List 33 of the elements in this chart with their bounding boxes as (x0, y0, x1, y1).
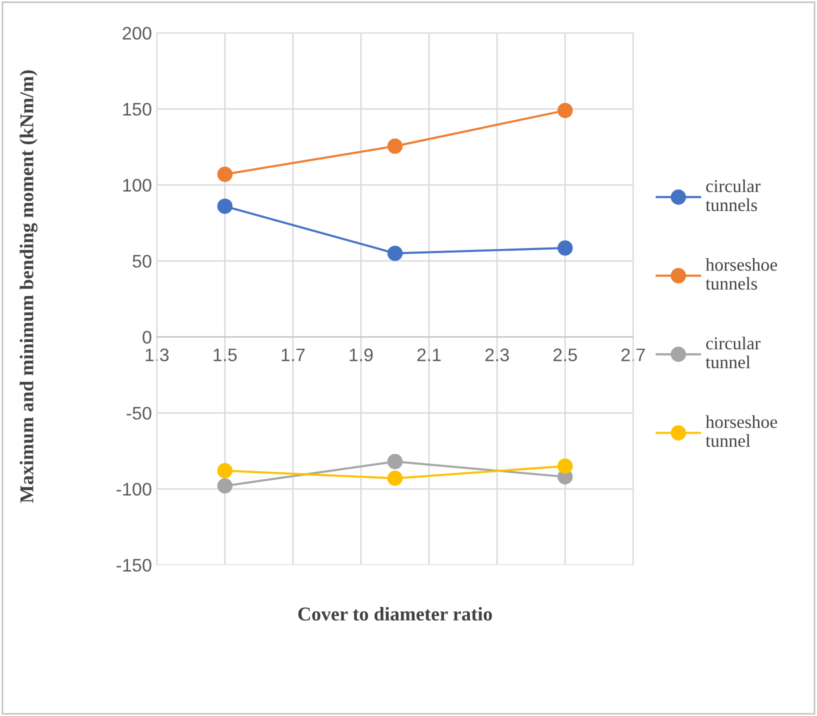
y-tick-label: -50 (126, 406, 152, 420)
y-axis-title: Maximum and minimum bending moment (kNm/m) (20, 70, 38, 503)
x-tick-label: 2.5 (553, 348, 577, 362)
point (387, 138, 403, 154)
point (387, 470, 403, 486)
legend-label: circular tunnel (706, 336, 760, 368)
legend-label: horseshoe tunnel (706, 415, 778, 447)
legend-label: circular tunnels (706, 180, 760, 212)
x-axis-title: Cover to diameter ratio (298, 606, 492, 621)
point (557, 102, 573, 118)
point (217, 198, 233, 214)
point (557, 458, 573, 474)
y-tick-label: 150 (123, 102, 152, 116)
x-tick-label: 1.7 (282, 348, 305, 362)
y-tick-label: 0 (142, 330, 152, 344)
y-tick-label: -150 (116, 558, 152, 572)
y-tick-label: 100 (123, 178, 152, 192)
x-tick-label: 1.5 (214, 348, 237, 362)
point (557, 240, 573, 256)
x-tick-label: 2.1 (417, 348, 441, 362)
x-tick-label: 1.9 (350, 348, 373, 362)
point (217, 166, 233, 182)
point (387, 246, 403, 261)
y-tick-label: 50 (132, 254, 152, 268)
y-tick-label: 200 (122, 26, 152, 40)
x-tick-label: 2.3 (485, 348, 509, 362)
point (217, 463, 233, 478)
x-tick-label: 1.3 (146, 348, 169, 362)
x-tick-label: 2.7 (622, 348, 645, 362)
point (217, 478, 233, 494)
legend-label: horseshoe tunnels (706, 258, 778, 290)
y-tick-label: -100 (116, 482, 152, 496)
point (387, 454, 403, 470)
